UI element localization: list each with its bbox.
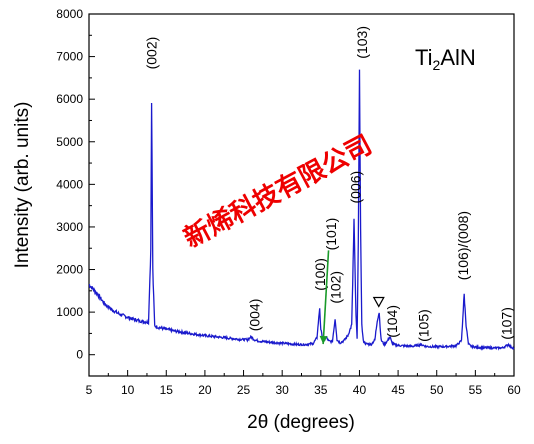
x-tick-label: 50 (430, 383, 444, 397)
peak-label: (004) (246, 299, 262, 332)
peak-label: (103) (354, 26, 370, 59)
compound-label: Ti2AlN (415, 45, 476, 73)
x-tick-label: 35 (314, 383, 328, 397)
y-tick-label: 1000 (56, 305, 83, 319)
x-tick-label: 15 (160, 383, 174, 397)
peak-label: (104) (384, 305, 400, 338)
x-tick-label: 25 (237, 383, 251, 397)
x-tick-label: 45 (391, 383, 405, 397)
y-tick-label: 4000 (56, 177, 83, 191)
x-tick-label: 30 (276, 383, 290, 397)
x-tick-label: 20 (198, 383, 212, 397)
peak-label: (107) (498, 307, 514, 340)
triangle-marker (372, 296, 385, 308)
peak-label: (002) (144, 37, 160, 70)
tick-labels: 5 10 15 20 25 30 35 40 45 50 55 60 0 1000 2000 3000 4000… (56, 7, 521, 397)
series-line (88, 69, 515, 351)
x-tick-label: 55 (469, 383, 483, 397)
compound-main: Ti (415, 45, 433, 70)
y-tick-label: 8000 (56, 7, 83, 21)
y-tick-label: 2000 (56, 263, 83, 277)
x-tick-label: 10 (121, 383, 135, 397)
x-tick-label: 40 (353, 383, 367, 397)
green-arrow-shaft (322, 250, 330, 345)
annotation-arrows (319, 250, 330, 345)
compound-rest: AlN (440, 45, 475, 70)
peak-label: (106)/(008) (455, 211, 471, 280)
y-tick-label: 3000 (56, 220, 83, 234)
x-tick-label: 5 (86, 383, 93, 397)
y-tick-label: 7000 (56, 50, 83, 64)
y-axis-title: Intensity (arb. units) (12, 102, 33, 269)
peak-labels: (002) (004) (100) (101) (102) (006) (103) (104)… (144, 26, 515, 342)
x-tick-label: 60 (507, 383, 521, 397)
y-tick-label: 0 (76, 348, 83, 362)
x-axis-title: 2θ (degrees) (247, 412, 355, 433)
green-arrow-head (319, 335, 328, 345)
y-tick-label: 5000 (56, 135, 83, 149)
peak-markers (372, 296, 385, 308)
axis-ticks (88, 13, 515, 376)
compound-subscript: 2 (433, 57, 441, 73)
peak-label: (100) (312, 258, 328, 291)
y-tick-label: 6000 (56, 92, 83, 106)
peak-label: (006) (348, 171, 364, 204)
peak-label: (105) (416, 309, 432, 342)
peak-label: (101) (323, 218, 339, 251)
peak-label: (102) (328, 271, 344, 304)
